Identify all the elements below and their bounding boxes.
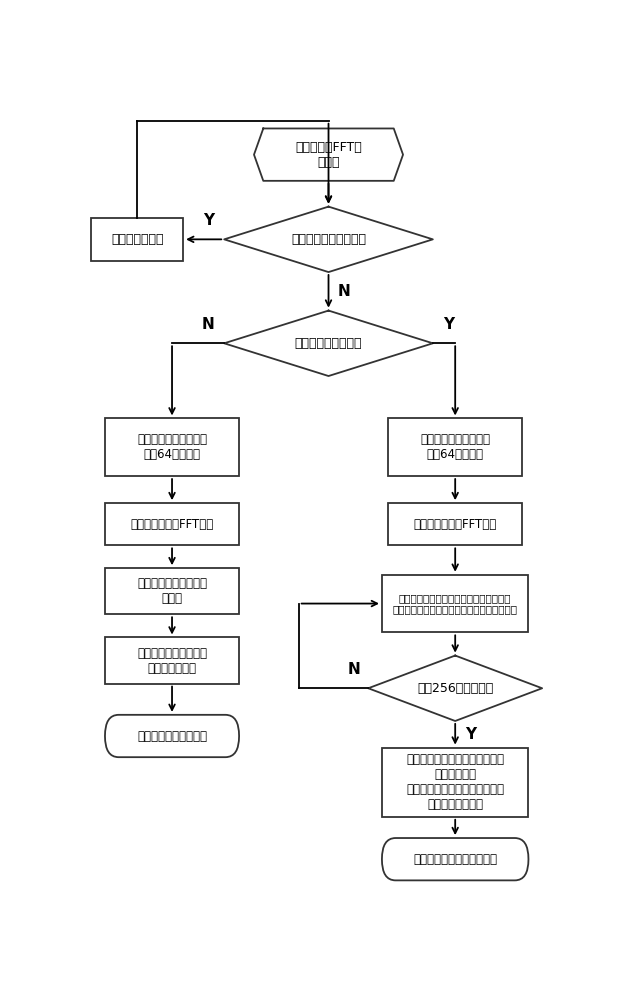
FancyBboxPatch shape <box>105 715 239 757</box>
Text: 顺序读取该缓存区每个
通道64点采样值: 顺序读取该缓存区每个 通道64点采样值 <box>420 433 490 461</box>
Polygon shape <box>224 311 433 376</box>
Text: 将处理后的标准值存在
处理后的缓存区: 将处理后的标准值存在 处理后的缓存区 <box>137 647 207 675</box>
FancyBboxPatch shape <box>388 503 522 545</box>
Text: N: N <box>201 317 214 332</box>
Text: 完成一次交流自动校准计算: 完成一次交流自动校准计算 <box>413 853 497 866</box>
Text: 对基波累加幅值均值化，存为幅
值校准参数；
对向量实部、虚部分别均值化后
作为相位校准参数: 对基波累加幅值均值化，存为幅 值校准参数； 对向量实部、虚部分别均值化后 作为相… <box>406 753 504 811</box>
FancyBboxPatch shape <box>382 575 528 632</box>
Text: 对每个通道进行FFT计算: 对每个通道进行FFT计算 <box>130 518 213 531</box>
FancyBboxPatch shape <box>105 503 239 545</box>
FancyBboxPatch shape <box>105 418 239 476</box>
Text: 基波幅值乘以基准电压量化数值后累加；
每通道基波与第一通道向量相除处理后并累加: 基波幅值乘以基准电压量化数值后累加； 每通道基波与第一通道向量相除处理后并累加 <box>393 593 518 614</box>
Text: N: N <box>337 284 350 299</box>
FancyBboxPatch shape <box>382 748 528 817</box>
FancyBboxPatch shape <box>91 218 183 261</box>
FancyBboxPatch shape <box>382 838 528 880</box>
Polygon shape <box>224 207 433 272</box>
Polygon shape <box>368 656 542 721</box>
FancyBboxPatch shape <box>388 418 522 476</box>
Text: 当前缓存区正在写操作: 当前缓存区正在写操作 <box>291 233 366 246</box>
FancyBboxPatch shape <box>105 568 239 614</box>
Polygon shape <box>254 128 403 181</box>
Text: 对每个通道数据进行校
准补偿: 对每个通道数据进行校 准补偿 <box>137 577 207 605</box>
Text: 当前运算为系统校准: 当前运算为系统校准 <box>295 337 362 350</box>
Text: Y: Y <box>203 213 214 228</box>
Text: 初始化系统FFT计
算变量: 初始化系统FFT计 算变量 <box>295 141 362 169</box>
Text: 完成256次采样计算: 完成256次采样计算 <box>417 682 494 695</box>
Text: Y: Y <box>443 317 454 332</box>
Text: 顺序读取该缓存区每个
通道64点采样值: 顺序读取该缓存区每个 通道64点采样值 <box>137 433 207 461</box>
Text: 完成一个周波采样计算: 完成一个周波采样计算 <box>137 730 207 742</box>
Text: 调整读操作指针: 调整读操作指针 <box>111 233 163 246</box>
Text: 对每个通道进行FFT计算: 对每个通道进行FFT计算 <box>413 518 497 531</box>
Text: N: N <box>348 662 361 677</box>
FancyBboxPatch shape <box>105 637 239 684</box>
Text: Y: Y <box>465 727 476 742</box>
